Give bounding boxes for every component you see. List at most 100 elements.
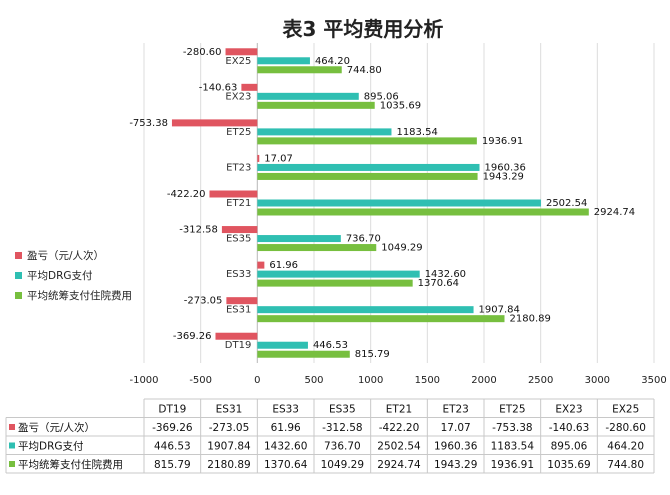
- bar-et23-series-1: [257, 154, 260, 162]
- table-cell-es33-series-1: 61.96: [271, 422, 301, 434]
- x-tick-label-500: 500: [304, 375, 323, 386]
- table-row-label-series-2: 平均DRG支付: [18, 440, 84, 453]
- table-header-et23: ET23: [442, 404, 468, 416]
- table-header-ex23: EX23: [555, 404, 582, 416]
- value-label-ex23-series-1: -140.63: [199, 82, 238, 93]
- table-cell-et25-series-3: 1936.91: [491, 459, 534, 471]
- table-row-swatch-series-3: [9, 461, 15, 467]
- table-header-ex25: EX25: [612, 404, 639, 416]
- value-label-et21-series-3: 2924.74: [594, 207, 635, 218]
- table-header-es31: ES31: [216, 404, 243, 416]
- bar-et23-series-3: [257, 172, 478, 180]
- value-label-dt19-series-3: 815.79: [355, 349, 390, 360]
- bar-es31-series-3: [257, 315, 505, 323]
- bar-et21-series-2: [257, 199, 541, 207]
- bar-et21-series-1: [209, 190, 258, 198]
- table-cell-ex25-series-1: -280.60: [605, 422, 646, 434]
- bar-ex23-series-2: [257, 92, 359, 100]
- table-cell-et23-series-1: 17.07: [441, 422, 471, 434]
- value-label-es31-series-3: 2180.89: [510, 314, 551, 325]
- table-cell-ex23-series-3: 1035.69: [547, 459, 590, 471]
- table-cell-et25-series-1: -753.38: [492, 422, 533, 434]
- legend-label-series-2: 平均DRG支付: [27, 269, 93, 282]
- legend-swatch-series-2: [15, 272, 22, 279]
- table-header-et25: ET25: [499, 404, 525, 416]
- legend-label-series-1: 盈亏（元/人次）: [27, 249, 104, 262]
- category-label-es35: ES35: [226, 234, 251, 245]
- value-label-et25-series-2: 1183.54: [396, 127, 437, 138]
- table-cell-ex23-series-1: -140.63: [549, 422, 590, 434]
- value-label-es35-series-3: 1049.29: [381, 243, 422, 254]
- category-label-et25: ET25: [226, 127, 251, 138]
- category-label-es31: ES31: [226, 305, 251, 316]
- value-label-ex25-series-3: 744.80: [347, 65, 382, 76]
- data-table: DT19 ES31 ES33 ES35 ET21 ET23 ET25 EX23 EX25 盈亏（元…: [5, 398, 655, 474]
- table-cell-dt19-series-3: 815.79: [154, 459, 191, 471]
- table-cell-et23-series-2: 1960.36: [434, 441, 478, 453]
- bar-ex25-series-1: [225, 48, 258, 56]
- table-cell-es35-series-2: 736.70: [324, 441, 361, 453]
- value-label-ex23-series-2: 895.06: [364, 91, 399, 102]
- value-label-et23-series-1: 17.07: [264, 153, 293, 164]
- table-row-label-series-3: 平均统筹支付住院费用: [18, 458, 123, 471]
- table-cell-ex25-series-3: 744.80: [607, 459, 644, 471]
- table-header-es35: ES35: [329, 404, 356, 416]
- bar-ex23-series-1: [241, 83, 258, 91]
- x-tick-label-0: 0: [254, 375, 260, 386]
- category-label-es33: ES33: [226, 269, 251, 280]
- bar-et25-series-2: [257, 128, 392, 136]
- value-label-ex23-series-3: 1035.69: [380, 100, 421, 111]
- table-cell-es35-series-3: 1049.29: [321, 459, 364, 471]
- value-label-es35-series-1: -312.58: [179, 225, 218, 236]
- table-cell-es31-series-2: 1907.84: [207, 441, 251, 453]
- value-label-et21-series-2: 2502.54: [546, 198, 587, 209]
- legend-label-series-3: 平均统筹支付住院费用: [27, 289, 132, 302]
- table-cell-es31-series-1: -273.05: [209, 422, 250, 434]
- value-labels: -369.26 446.53 815.79 -273.05 1907.842180.89…: [129, 47, 635, 360]
- value-label-et25-series-1: -753.38: [129, 118, 168, 129]
- bar-es31-series-2: [257, 306, 474, 314]
- bar-es35-series-2: [257, 235, 341, 243]
- bar-es33-series-3: [257, 279, 413, 287]
- category-label-dt19: DT19: [225, 340, 252, 351]
- chart-title: 表3 平均费用分析: [283, 17, 444, 41]
- value-label-es35-series-2: 736.70: [346, 234, 381, 245]
- table-row-swatch-series-2: [9, 442, 15, 449]
- legend-swatch-series-1: [15, 252, 22, 259]
- table-cell-et21-series-1: -422.20: [379, 422, 420, 434]
- table-cell-dt19-series-2: 446.53: [154, 441, 191, 453]
- category-label-ex25: EX25: [225, 56, 251, 67]
- category-label-et23: ET23: [226, 162, 251, 173]
- table-cell-es31-series-3: 2180.89: [207, 459, 250, 471]
- bar-ex25-series-3: [257, 66, 342, 74]
- bar-es31-series-1: [226, 297, 258, 305]
- x-tick-label-2500: 2500: [528, 375, 553, 386]
- value-label-et23-series-3: 1943.29: [483, 171, 524, 182]
- table-cell-et21-series-3: 2924.74: [377, 459, 421, 471]
- table-header-et21: ET21: [386, 404, 412, 416]
- table-row-swatch-series-1: [9, 424, 15, 430]
- value-label-es31-series-1: -273.05: [184, 296, 223, 307]
- bar-dt19-series-1: [215, 332, 258, 340]
- bar-dt19-series-3: [257, 350, 350, 358]
- table-cell-et25-series-2: 1183.54: [491, 441, 535, 453]
- value-label-et23-series-2: 1960.36: [485, 162, 526, 173]
- table-header-dt19: DT19: [158, 404, 186, 416]
- category-label-ex23: EX23: [225, 91, 251, 102]
- x-tick-label-3500: 3500: [641, 375, 666, 386]
- x-tick-label-1000: 1000: [358, 375, 383, 386]
- bar-et21-series-3: [257, 208, 589, 216]
- value-label-ex25-series-1: -280.60: [183, 47, 222, 58]
- bar-es35-series-3: [257, 244, 377, 252]
- bar-es35-series-1: [221, 226, 258, 234]
- table-cell-dt19-series-1: -369.26: [152, 422, 193, 434]
- value-label-es33-series-2: 1432.60: [425, 269, 466, 280]
- table-cell-es33-series-2: 1432.60: [264, 441, 307, 453]
- value-label-es31-series-2: 1907.84: [479, 305, 520, 316]
- table-cell-ex25-series-2: 464.20: [607, 441, 644, 453]
- value-label-et25-series-3: 1936.91: [482, 136, 523, 147]
- x-axis-ticks: -1000 -500 0 500 1000 1500 2000 2500 3000 3500: [129, 375, 666, 386]
- table-header-es33: ES33: [272, 404, 299, 416]
